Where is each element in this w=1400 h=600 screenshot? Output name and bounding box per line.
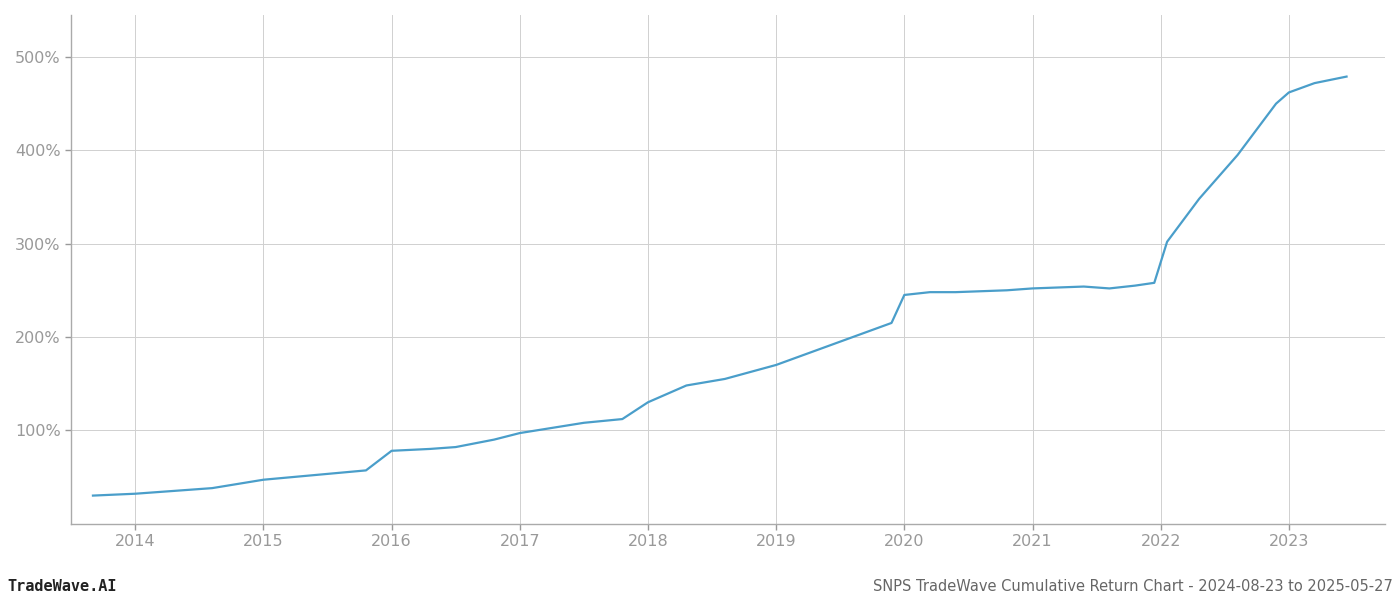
Text: SNPS TradeWave Cumulative Return Chart - 2024-08-23 to 2025-05-27: SNPS TradeWave Cumulative Return Chart -… — [874, 579, 1393, 594]
Text: TradeWave.AI: TradeWave.AI — [7, 579, 116, 594]
